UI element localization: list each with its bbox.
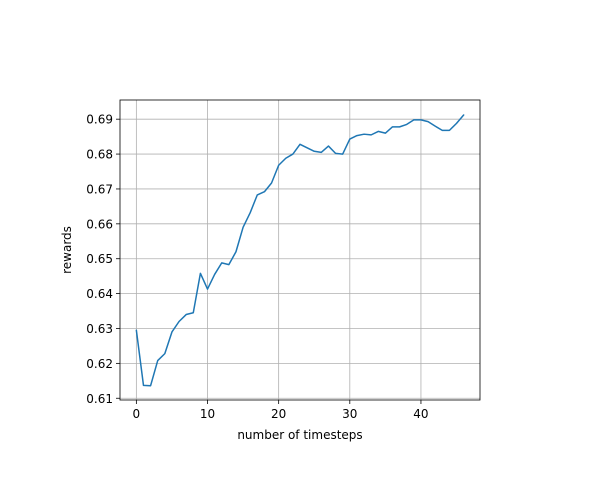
x-axis: 0 10 20 30 40: [133, 400, 429, 421]
rewards-line: [135, 114, 465, 387]
y-tick-label: 0.68: [86, 148, 113, 162]
y-tick-label: 0.61: [86, 392, 113, 406]
x-tick-label: 10: [200, 407, 215, 421]
y-axis-title: rewards: [60, 226, 74, 274]
y-axis: 0.61 0.62 0.63 0.64 0.65 0.66 0.67 0.68 0.69: [86, 113, 120, 406]
x-tick-label: 0: [133, 407, 141, 421]
y-tick-label: 0.69: [86, 113, 113, 127]
y-tick-label: 0.64: [86, 287, 113, 301]
x-tick-label: 20: [271, 407, 286, 421]
x-axis-title: number of timesteps: [237, 428, 362, 442]
x-tick-label: 40: [413, 407, 428, 421]
y-tick-label: 0.67: [86, 182, 113, 196]
y-tick-label: 0.63: [86, 322, 113, 336]
series-layer: [135, 114, 465, 387]
y-tick-label: 0.65: [86, 252, 113, 266]
x-tick-label: 30: [342, 407, 357, 421]
y-tick-label: 0.62: [86, 357, 113, 371]
plot-frame: [119, 99, 481, 401]
y-tick-label: 0.66: [86, 217, 113, 231]
